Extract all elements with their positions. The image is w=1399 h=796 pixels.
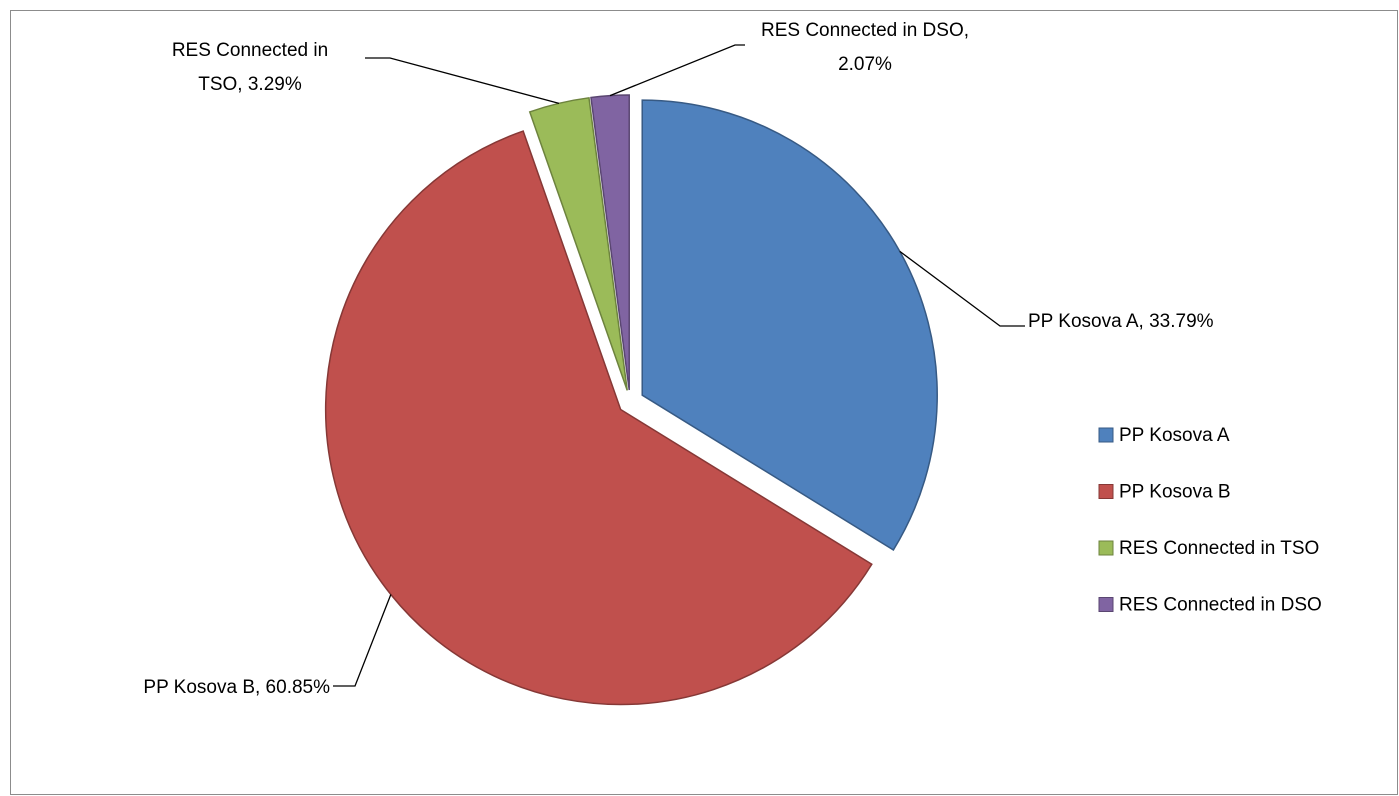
- pie-slice: [324, 130, 873, 706]
- legend-label: RES Connected in TSO: [1119, 538, 1319, 559]
- leader-line: [899, 250, 1025, 327]
- leader-line: [365, 57, 560, 104]
- data-label: RES Connected in DSO, 2.07%: [760, 20, 970, 75]
- legend-swatch: [1098, 597, 1114, 612]
- pie-slice: [641, 99, 938, 551]
- data-label: PP Kosova A, 33.79%: [1028, 311, 1214, 332]
- pie-slice: [590, 94, 630, 391]
- legend-swatch: [1098, 484, 1114, 499]
- data-label-box: RES Connected in TSO, 3.29%: [171, 40, 329, 95]
- data-label: PP Kosova B, 60.85%: [143, 677, 330, 698]
- legend-label: PP Kosova A: [1119, 425, 1230, 446]
- pie-slice: [528, 96, 628, 391]
- legend-swatch: [1098, 540, 1114, 556]
- leader-line: [609, 44, 745, 97]
- data-label-box: RES Connected in DSO, 2.07%: [760, 20, 970, 75]
- data-label: RES Connected in TSO, 3.29%: [171, 40, 329, 95]
- leader-line: [333, 594, 392, 687]
- legend-label: RES Connected in DSO: [1119, 595, 1322, 616]
- legend-swatch: [1098, 427, 1114, 443]
- legend-label: PP Kosova B: [1119, 482, 1231, 503]
